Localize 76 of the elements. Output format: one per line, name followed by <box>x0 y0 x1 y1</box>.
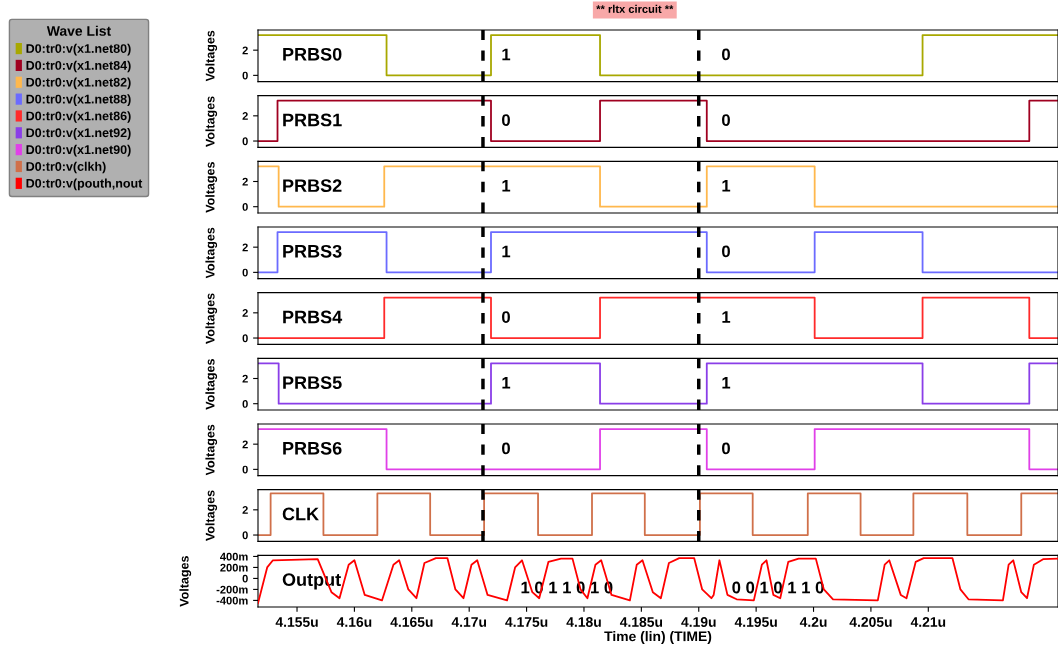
annotation: PRBS4 <box>283 310 343 324</box>
y-tick-label: 400m <box>220 552 248 561</box>
x-tick-label: 4.2u <box>799 617 827 627</box>
legend-label: D0:tr0:v(x1.net90) <box>26 144 131 157</box>
annotation: PRBS5 <box>283 376 342 390</box>
y-tick-label: 2 <box>242 440 248 449</box>
y-tick-label: 0 <box>242 334 248 343</box>
annotation: 1 <box>502 377 511 389</box>
annotation: 0 <box>722 114 730 126</box>
y-tick-label: -400m <box>216 596 248 605</box>
y-tick-label: 0 <box>242 399 248 408</box>
x-tick-label: 4.16u <box>336 617 372 627</box>
legend-label: D0:tr0:v(pouth,nout <box>26 178 143 191</box>
y-tick-label: 2 <box>242 506 248 514</box>
legend-label: D0:tr0:v(x1.net84) <box>26 60 131 73</box>
annotation: PRBS3 <box>283 244 342 258</box>
annotation: 0 <box>502 311 510 323</box>
legend-label: D0:tr0:v(x1.net86) <box>26 111 131 123</box>
legend-label: D0:tr0:v(x1.net80) <box>26 43 131 56</box>
y-tick-label: 200m <box>220 563 248 572</box>
x-tick-label: 4.165u <box>390 617 433 627</box>
y-axis-title: Voltages <box>205 359 218 410</box>
x-tick-label: 4.21u <box>910 617 946 627</box>
annotation: 1 <box>502 245 511 258</box>
y-tick-label: 0 <box>242 71 248 80</box>
y-tick-label: 0 <box>242 268 248 277</box>
legend-label: D0:tr0:v(x1.net92) <box>26 128 131 140</box>
y-tick-label: 2 <box>242 374 248 383</box>
annotation: 0 <box>502 114 510 126</box>
y-axis-title: Voltages <box>205 293 218 344</box>
y-tick-label: 2 <box>242 309 248 317</box>
y-tick-label: 2 <box>242 243 248 252</box>
x-tick-label: 4.17u <box>451 617 487 627</box>
annotation: 1 <box>722 180 731 192</box>
annotation: 1 <box>502 48 511 61</box>
annotation: PRBS2 <box>283 179 342 193</box>
annotation: 1 <box>722 311 731 323</box>
y-axis-title: Voltages <box>205 96 218 147</box>
y-tick-label: 0 <box>242 531 248 540</box>
x-tick-label: 4.195u <box>734 617 777 627</box>
legend-label: D0:tr0:v(x1.net82) <box>26 77 131 90</box>
x-axis-title: Time (lin) (TIME) <box>604 631 712 645</box>
y-axis-title: Voltages <box>205 162 218 213</box>
annotation: CLK <box>282 507 319 521</box>
annotation: 1 <box>502 180 511 192</box>
legend-label: D0:tr0:v(clkh) <box>26 161 106 174</box>
x-tick-label: 4.205u <box>849 617 892 627</box>
y-tick-label: 0 <box>242 202 248 211</box>
annotation: 0 <box>722 442 730 455</box>
annotation: PRBS6 <box>283 441 342 455</box>
y-tick-label: 2 <box>242 112 248 120</box>
y-tick-label: 0 <box>242 465 248 474</box>
y-axis-title: Voltages <box>205 227 218 279</box>
y-tick-label: 2 <box>242 177 248 186</box>
y-tick-label: 0 <box>242 574 248 583</box>
y-tick-label: 0 <box>242 137 248 146</box>
y-tick-label: -200m <box>216 585 248 594</box>
annotation: PRBS0 <box>283 47 342 61</box>
legend-title: Wave List <box>46 25 111 36</box>
x-tick-label: 4.185u <box>619 617 663 627</box>
x-tick-label: 4.19u <box>681 617 716 627</box>
y-axis-title: Voltages <box>205 30 218 82</box>
annotation: PRBS1 <box>283 113 342 127</box>
annotation: 0 <box>722 245 730 258</box>
y-axis-title: Voltages <box>179 556 192 607</box>
annotation: 0 <box>722 48 730 61</box>
y-axis-title: Voltages <box>205 424 218 476</box>
x-tick-label: 4.18u <box>566 617 601 627</box>
y-tick-label: 2 <box>242 46 248 55</box>
annotation: 1 <box>722 377 731 389</box>
legend-label: D0:tr0:v(x1.net88) <box>26 94 131 106</box>
annotation: 0 <box>502 442 510 455</box>
chart-title: ** rltx circuit ** <box>596 4 674 13</box>
y-axis-title: Voltages <box>205 490 218 541</box>
x-tick-label: 4.155u <box>275 617 318 627</box>
x-tick-label: 4.175u <box>505 617 548 627</box>
